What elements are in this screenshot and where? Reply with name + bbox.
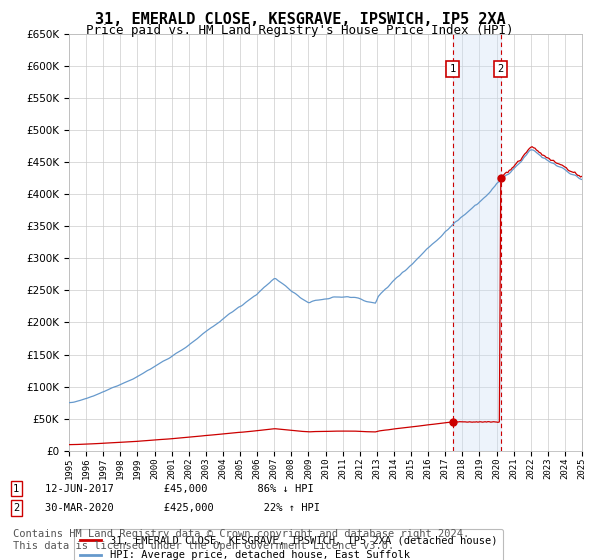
Text: 12-JUN-2017        £45,000        86% ↓ HPI: 12-JUN-2017 £45,000 86% ↓ HPI [45, 484, 314, 494]
Legend: 31, EMERALD CLOSE, KESGRAVE, IPSWICH, IP5 2XA (detached house), HPI: Average pri: 31, EMERALD CLOSE, KESGRAVE, IPSWICH, IP… [74, 529, 503, 560]
Text: 1: 1 [449, 64, 456, 74]
Text: Price paid vs. HM Land Registry's House Price Index (HPI): Price paid vs. HM Land Registry's House … [86, 24, 514, 37]
Text: 1: 1 [13, 484, 19, 494]
Text: 2: 2 [497, 64, 504, 74]
Text: 2: 2 [13, 503, 19, 513]
Text: 30-MAR-2020        £425,000        22% ↑ HPI: 30-MAR-2020 £425,000 22% ↑ HPI [45, 503, 320, 513]
Bar [453, 34, 500, 451]
Text: 31, EMERALD CLOSE, KESGRAVE, IPSWICH, IP5 2XA: 31, EMERALD CLOSE, KESGRAVE, IPSWICH, IP… [95, 12, 505, 27]
Text: Contains HM Land Registry data © Crown copyright and database right 2024.
This d: Contains HM Land Registry data © Crown c… [13, 529, 469, 551]
